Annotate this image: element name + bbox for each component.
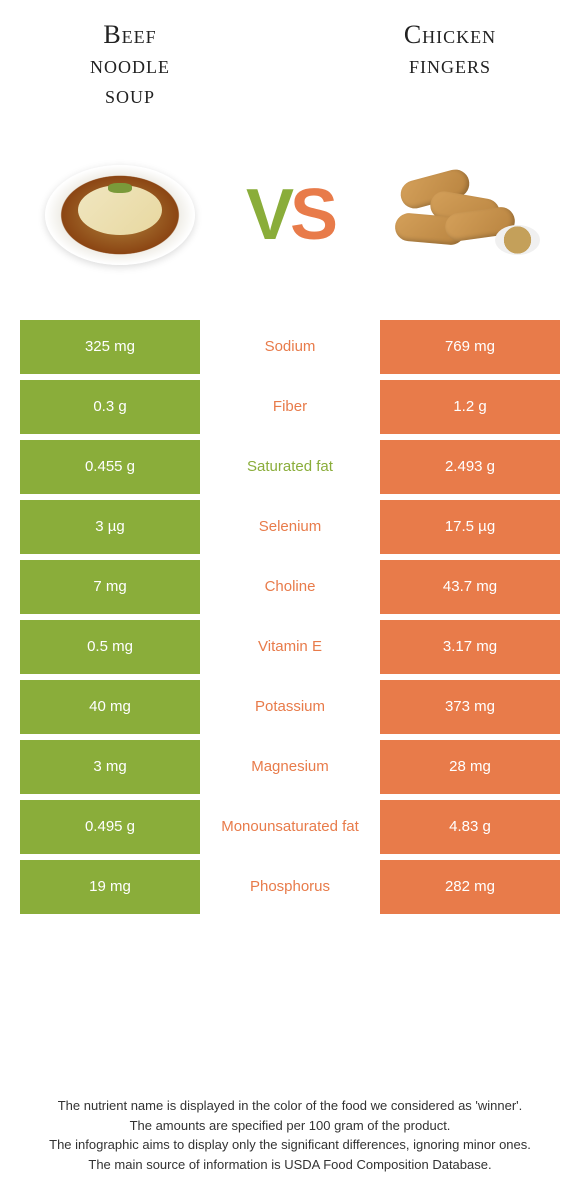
nutrient-label: Fiber xyxy=(200,380,380,434)
footer-notes: The nutrient name is displayed in the co… xyxy=(0,1096,580,1174)
value-left: 0.495 g xyxy=(20,800,200,854)
nutrient-label: Sodium xyxy=(200,320,380,374)
footer-line-2: The amounts are specified per 100 gram o… xyxy=(30,1116,550,1136)
footer-line-3: The infographic aims to display only the… xyxy=(30,1135,550,1155)
value-right: 282 mg xyxy=(380,860,560,914)
value-right: 28 mg xyxy=(380,740,560,794)
value-left: 0.5 mg xyxy=(20,620,200,674)
value-right: 3.17 mg xyxy=(380,620,560,674)
title-left: Beefnoodlesoup xyxy=(40,20,220,110)
fingers-icon xyxy=(380,165,540,265)
footer-line-4: The main source of information is USDA F… xyxy=(30,1155,550,1175)
value-left: 3 µg xyxy=(20,500,200,554)
value-left: 19 mg xyxy=(20,860,200,914)
table-row: 40 mgPotassium373 mg xyxy=(20,680,560,734)
value-right: 4.83 g xyxy=(380,800,560,854)
comparison-table: 325 mgSodium769 mg 0.3 gFiber1.2 g 0.455 g… xyxy=(20,320,560,914)
nutrient-label: Choline xyxy=(200,560,380,614)
table-row: 7 mgCholine43.7 mg xyxy=(20,560,560,614)
value-left: 40 mg xyxy=(20,680,200,734)
nutrient-label: Saturated fat xyxy=(200,440,380,494)
value-left: 3 mg xyxy=(20,740,200,794)
nutrient-label: Monounsaturated fat xyxy=(200,800,380,854)
vs-label: VS xyxy=(246,174,334,256)
vs-v-letter: V xyxy=(246,175,290,255)
table-row: 325 mgSodium769 mg xyxy=(20,320,560,374)
value-left: 325 mg xyxy=(20,320,200,374)
nutrient-label: Vitamin E xyxy=(200,620,380,674)
food-image-left xyxy=(40,160,200,270)
soup-icon xyxy=(45,165,195,265)
table-row: 3 mgMagnesium28 mg xyxy=(20,740,560,794)
vs-row: VS xyxy=(0,120,580,300)
nutrient-label: Phosphorus xyxy=(200,860,380,914)
table-row: 3 µgSelenium17.5 µg xyxy=(20,500,560,554)
value-left: 0.455 g xyxy=(20,440,200,494)
food-image-right xyxy=(380,160,540,270)
table-row: 19 mgPhosphorus282 mg xyxy=(20,860,560,914)
table-row: 0.3 gFiber1.2 g xyxy=(20,380,560,434)
table-row: 0.495 gMonounsaturated fat4.83 g xyxy=(20,800,560,854)
value-right: 2.493 g xyxy=(380,440,560,494)
value-left: 0.3 g xyxy=(20,380,200,434)
footer-line-1: The nutrient name is displayed in the co… xyxy=(30,1096,550,1116)
nutrient-label: Magnesium xyxy=(200,740,380,794)
header: Beefnoodlesoup Chickenfingers xyxy=(0,0,580,120)
value-right: 373 mg xyxy=(380,680,560,734)
value-right: 43.7 mg xyxy=(380,560,560,614)
title-right: Chickenfingers xyxy=(360,20,540,110)
value-left: 7 mg xyxy=(20,560,200,614)
nutrient-label: Potassium xyxy=(200,680,380,734)
value-right: 1.2 g xyxy=(380,380,560,434)
nutrient-label: Selenium xyxy=(200,500,380,554)
value-right: 769 mg xyxy=(380,320,560,374)
table-row: 0.455 gSaturated fat2.493 g xyxy=(20,440,560,494)
table-row: 0.5 mgVitamin E3.17 mg xyxy=(20,620,560,674)
vs-s-letter: S xyxy=(290,175,334,255)
value-right: 17.5 µg xyxy=(380,500,560,554)
